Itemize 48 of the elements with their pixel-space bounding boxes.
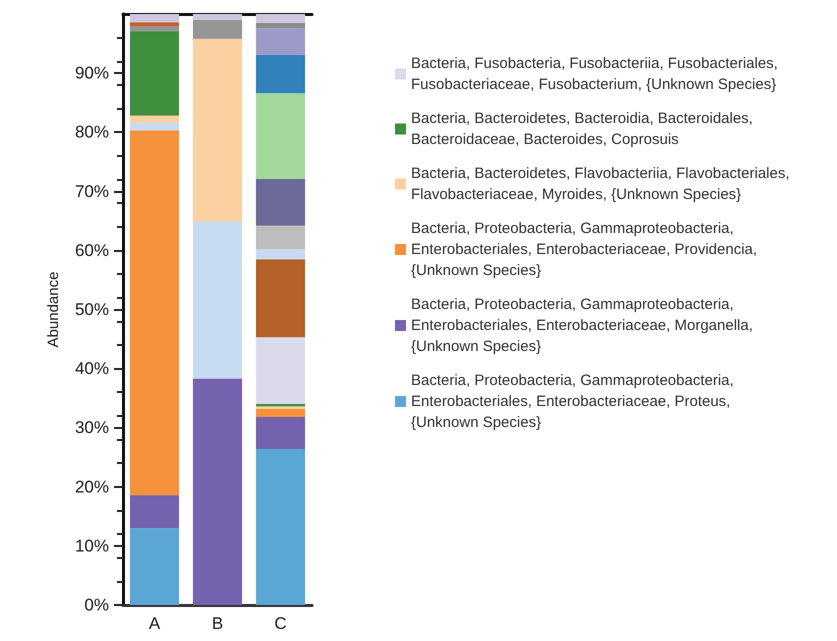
legend-label: Bacteria, Fusobacteria, Fusobacteriia, Fusobacteriales, Fusobacteriaceae, Fusobacterium, {Unknown Species} (411, 55, 782, 93)
bar (130, 31, 180, 116)
y-tick-label: 60% (74, 240, 109, 260)
bar (256, 448, 306, 605)
bar (192, 20, 242, 39)
legend-label: Bacteria, Bacteroidetes, Bacteroidia, Bacteroidales, Bacteroidaceae, Bacteroides, Coprosuis (411, 110, 758, 148)
y-tick-label: 10% (74, 536, 109, 556)
bar (130, 130, 180, 496)
legend-label: Bacteria, Proteobacteria, Gammaproteobacteria, Enterobacteriales, Enterobacteriaceae, Providencia, {Unknown Species} (411, 220, 762, 279)
legend-label: Bacteria, Proteobacteria, Gammaproteobacteria, Enterobacteriales, Enterobacteriaceae, Morganella, {Unknown Species} (411, 296, 758, 355)
bar (256, 408, 306, 418)
bar (256, 14, 306, 23)
bar (256, 249, 306, 260)
bar (192, 14, 242, 20)
bar (192, 221, 242, 379)
bar (130, 122, 180, 130)
y-tick-label: 90% (74, 64, 109, 83)
x-tick-label: A (148, 614, 161, 633)
bar (256, 28, 306, 55)
y-tick-label: 80% (74, 122, 109, 142)
bar (130, 14, 180, 22)
x-tick-label: B (212, 614, 224, 633)
y-tick-label: 30% (74, 418, 109, 438)
bar (256, 178, 306, 226)
legend-label: Bacteria, Bacteroidetes, Flavobacteriia, Flavobacteriales, Flavobacteriaceae, Myroides, {Unknown Species} (411, 165, 794, 203)
bar (256, 417, 306, 449)
x-tick-label: C (274, 614, 287, 633)
bar (130, 22, 180, 26)
y-tick-label: 50% (74, 300, 109, 319)
bar (130, 116, 180, 123)
bar (192, 378, 242, 605)
bar (256, 93, 306, 179)
y-tick-label: 40% (74, 359, 109, 378)
bar (130, 528, 180, 605)
bar (256, 54, 306, 94)
bar (256, 337, 306, 404)
bar (192, 38, 242, 222)
bar (256, 406, 306, 409)
bar (256, 259, 306, 338)
bar (130, 26, 180, 32)
bar (256, 22, 306, 28)
y-tick-label: 70% (74, 182, 109, 201)
y-tick-label: 0% (84, 596, 109, 614)
bar (130, 495, 180, 528)
bar (256, 226, 306, 250)
legend-label: Bacteria, Proteobacteria, Gammaproteobacteria, Enterobacteriales, Enterobacteriaceae, Proteus, {Unknown Species} (411, 372, 738, 431)
y-axis-title: Abundance (45, 272, 62, 348)
y-tick-label: 20% (74, 477, 109, 496)
